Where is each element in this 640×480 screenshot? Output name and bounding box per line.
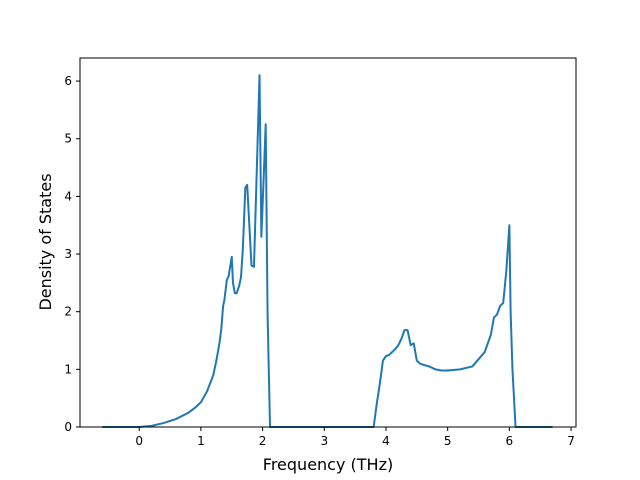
y-tick-label: 3	[64, 247, 72, 261]
axes-frame	[79, 57, 577, 428]
x-tick-label: 0	[135, 434, 143, 448]
x-tick-label: 4	[382, 434, 390, 448]
x-tick-label: 3	[320, 434, 328, 448]
axes: 0 1 2 3 4 5 6 7 0 1 2 3 4 5 6	[64, 57, 577, 448]
x-tick-label: 1	[197, 434, 205, 448]
y-tick-label: 1	[64, 362, 72, 376]
x-tick-label: 5	[444, 434, 452, 448]
x-tick-label: 7	[567, 434, 575, 448]
x-axis-label: Frequency (THz)	[263, 455, 393, 474]
y-tick-label: 0	[64, 420, 72, 434]
y-axis-label: Density of States	[36, 173, 55, 310]
y-tick-label: 6	[64, 74, 72, 88]
y-tick-label: 4	[64, 189, 72, 203]
x-tick-label: 6	[506, 434, 514, 448]
y-tick-label: 2	[64, 305, 72, 319]
y-tick-label: 5	[64, 132, 72, 146]
x-tick-label: 2	[259, 434, 267, 448]
